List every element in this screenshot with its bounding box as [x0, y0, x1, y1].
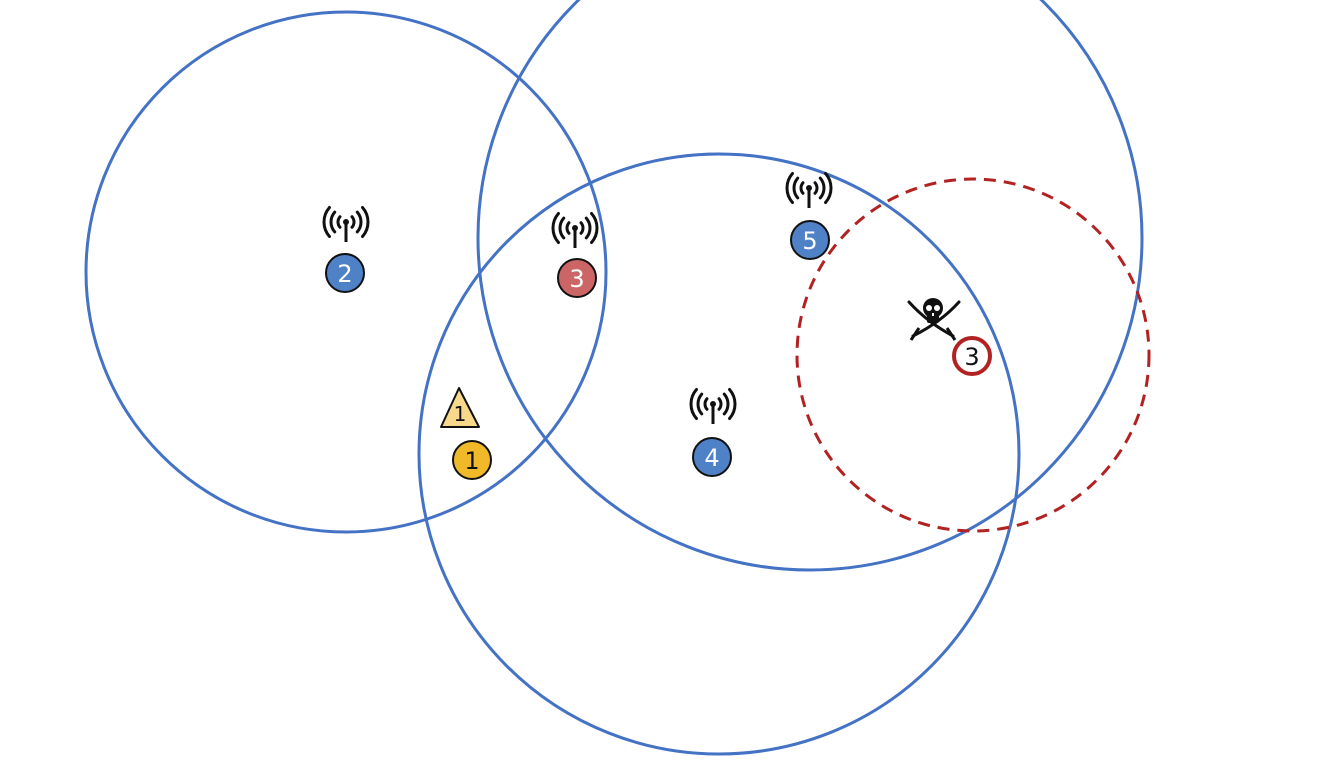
- coverage-attacker-circle: [795, 177, 1151, 533]
- node-2-label: 2: [337, 260, 352, 288]
- pirate-skull-crossed-swords-icon: [907, 298, 961, 341]
- node-1-label: 1: [464, 447, 479, 475]
- attacker-badge: [952, 336, 992, 376]
- node-1-badge: [452, 440, 492, 480]
- warning-triangle-icon: 1: [440, 387, 480, 428]
- node-markers: 2 3 5 4 1 1 3: [325, 220, 992, 480]
- coverage-node-5-circle: [476, 0, 1144, 572]
- antenna-icon: [785, 171, 833, 208]
- node-4-label: 4: [704, 444, 719, 472]
- node-2-badge: [325, 253, 365, 293]
- warning-label: 1: [454, 402, 467, 426]
- node-4-marker: 4: [692, 437, 732, 477]
- node-3-label: 3: [569, 265, 584, 293]
- attacker-marker: 3: [952, 336, 992, 376]
- antenna-icon: [322, 205, 370, 242]
- node-icons: [322, 171, 833, 424]
- attacker-label: 3: [964, 343, 979, 371]
- node-5-marker: 5: [790, 220, 830, 260]
- coverage-circles: [84, 0, 1151, 756]
- coverage-node-4-circle: [417, 152, 1021, 756]
- node-3-badge: [557, 258, 597, 298]
- antenna-icon: [551, 211, 599, 248]
- coverage-node-2-circle: [84, 10, 608, 534]
- node-3-marker: 3: [557, 258, 597, 298]
- node-5-label: 5: [802, 227, 817, 255]
- antenna-icon: [689, 387, 737, 424]
- node-1-marker: 1: [452, 440, 492, 480]
- node-4-badge: [692, 437, 732, 477]
- node-5-badge: [790, 220, 830, 260]
- node-2-marker: 2: [325, 253, 365, 293]
